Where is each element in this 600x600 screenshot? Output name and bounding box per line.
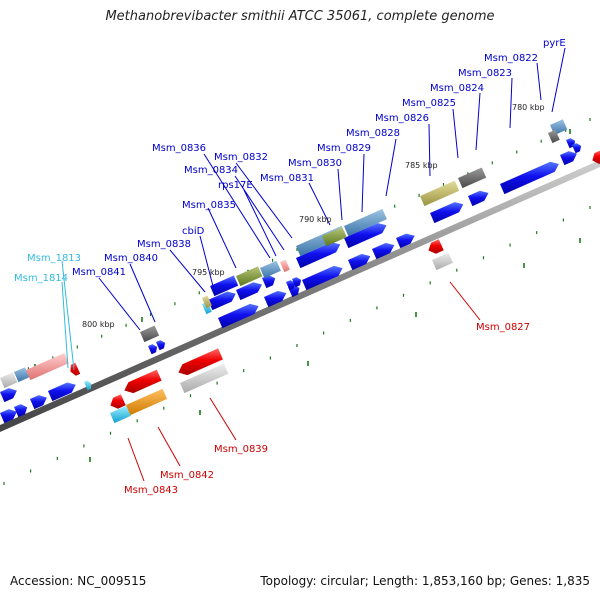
forward-cds-upper-6[interactable] (344, 223, 387, 249)
homology-block-16[interactable] (202, 295, 212, 309)
label-msm-0826: Msm_0826 (375, 113, 429, 124)
label-msm-1814: Msm_1814 (14, 273, 68, 284)
homology-block-15[interactable] (202, 301, 212, 315)
label-msm-0823: Msm_0823 (458, 68, 512, 79)
reverse-homology-block-0[interactable] (110, 405, 131, 424)
homology-block-1[interactable] (14, 367, 30, 383)
reverse-cds-2[interactable] (178, 348, 223, 376)
forward-cds-11[interactable] (468, 190, 489, 207)
small-forward-cds-3[interactable] (292, 277, 302, 288)
homology-block-6[interactable] (280, 259, 290, 273)
forward-cds-upper-1[interactable] (14, 404, 28, 418)
label-msm-0843: Msm_0843 (124, 485, 178, 496)
small-forward-cds-1[interactable] (156, 340, 166, 351)
forward-cds-8[interactable] (372, 242, 395, 260)
reverse-cds-1[interactable] (124, 369, 162, 394)
small-forward-cds-2[interactable] (286, 280, 296, 291)
label-msm-0832: Msm_0832 (214, 152, 268, 163)
label-msm-0822: Msm_0822 (484, 53, 538, 64)
homology-block-10[interactable] (420, 180, 460, 207)
label-msm-0835: Msm_0835 (182, 200, 236, 211)
small-forward-cds-0[interactable] (148, 344, 158, 355)
map-title: Methanobrevibacter smithii ATCC 35061, c… (105, 9, 495, 24)
forward-cds-9[interactable] (396, 233, 415, 249)
label-msm-0825: Msm_0825 (402, 98, 456, 109)
reverse-cds-5[interactable] (70, 362, 81, 376)
forward-cds-0[interactable] (0, 409, 17, 424)
homology-block-4[interactable] (236, 266, 263, 287)
label-msm-0824: Msm_0824 (430, 83, 484, 94)
label-msm-0836: Msm_0836 (152, 143, 206, 154)
label-msm-0841: Msm_0841 (72, 267, 126, 278)
genome-backbone (0, 160, 600, 432)
homology-block-11[interactable] (458, 167, 487, 189)
homology-block-0[interactable] (0, 372, 18, 389)
forward-cds-4[interactable] (264, 290, 287, 308)
forward-cds-2[interactable] (48, 382, 76, 402)
label-msm-0829: Msm_0829 (317, 143, 371, 154)
reverse-cds-4[interactable] (592, 150, 600, 164)
forward-cds-13[interactable] (560, 151, 577, 166)
kbp-marker-795: 795 kbp (192, 268, 225, 277)
accession-text: Accession: NC_009515 (10, 574, 147, 588)
homology-block-9[interactable] (344, 209, 387, 237)
forward-cds-upper-2[interactable] (208, 291, 236, 311)
forward-cds-7[interactable] (348, 253, 371, 271)
kbp-marker-780: 780 kbp (512, 103, 545, 112)
forward-cds-upper-4[interactable] (262, 275, 276, 289)
label-msm-0834: Msm_0834 (184, 165, 238, 176)
homology-block-13[interactable] (548, 129, 560, 144)
small-forward-cds-6[interactable] (84, 380, 92, 391)
homology-block-8[interactable] (322, 227, 347, 247)
label-msm-0831: Msm_0831 (260, 173, 314, 184)
kbp-marker-790: 790 kbp (299, 215, 332, 224)
kbp-marker-785: 785 kbp (405, 161, 438, 170)
homology-block-5[interactable] (260, 260, 281, 279)
feature-tracks (0, 119, 600, 424)
label-rps17E: rps17E (218, 180, 253, 191)
label-msm-0827: Msm_0827 (476, 322, 530, 333)
label-msm-0830: Msm_0830 (288, 158, 342, 169)
forward-cds-6[interactable] (302, 265, 343, 291)
reverse-homology-block-2[interactable] (180, 363, 229, 394)
label-pyrE: pyrE (543, 38, 566, 49)
label-msm-0828: Msm_0828 (346, 128, 400, 139)
label-msm-0842: Msm_0842 (160, 470, 214, 481)
reverse-homology-block-1[interactable] (126, 388, 167, 416)
reverse-homology-block-3[interactable] (432, 252, 453, 271)
forward-cds-upper-5[interactable] (296, 242, 341, 269)
homology-block-14[interactable] (140, 325, 160, 343)
forward-cds-12[interactable] (500, 161, 559, 195)
kbp-marker-800: 800 kbp (82, 320, 115, 329)
forward-cds-3[interactable] (218, 303, 259, 329)
label-msm-0840: Msm_0840 (104, 253, 158, 264)
small-forward-cds-5[interactable] (572, 143, 582, 154)
homology-block-2[interactable] (26, 353, 69, 381)
label-cbiD: cbiD (182, 226, 205, 237)
label-msm-1813: Msm_1813 (27, 253, 81, 264)
gene-labels: pyrE Msm_0822 Msm_0823 Msm_0824 Msm_0825… (14, 38, 566, 496)
reverse-cds-0[interactable] (110, 394, 126, 409)
reverse-cds-3[interactable] (428, 239, 444, 254)
forward-cds-upper-0[interactable] (0, 388, 17, 403)
genome-summary-text: Topology: circular; Length: 1,853,160 bp… (260, 574, 590, 588)
forward-cds-upper-3[interactable] (236, 282, 262, 301)
label-msm-0838: Msm_0838 (137, 239, 191, 250)
forward-cds-1[interactable] (30, 395, 47, 410)
forward-cds-10[interactable] (430, 202, 464, 224)
homology-block-3[interactable] (210, 275, 239, 297)
label-msm-0839: Msm_0839 (214, 444, 268, 455)
